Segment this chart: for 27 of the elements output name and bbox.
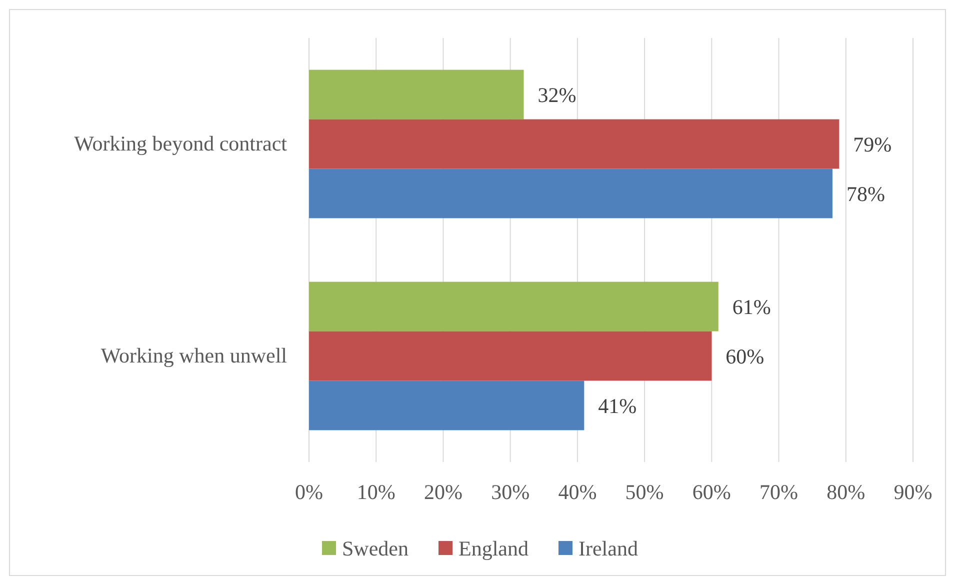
data-label: 61%: [732, 294, 771, 319]
data-label: 41%: [598, 394, 637, 418]
legend-label: England: [458, 536, 529, 560]
bar: [309, 168, 832, 218]
x-tick-label: 60%: [692, 480, 731, 504]
bar: [309, 70, 524, 120]
legend-label: Ireland: [578, 536, 638, 560]
x-tick-label: 30%: [491, 480, 530, 504]
data-label: 60%: [726, 344, 764, 368]
x-tick-label: 50%: [625, 480, 664, 504]
data-label: 79%: [853, 132, 892, 156]
x-tick-label: 20%: [424, 480, 462, 504]
legend-label: Sweden: [342, 536, 409, 560]
y-tick-label: Working beyond contract: [74, 132, 288, 156]
bar: [309, 119, 840, 169]
bar: [309, 282, 718, 332]
x-tick-label: 40%: [558, 480, 597, 504]
x-tick-label: 90%: [894, 480, 932, 504]
bar: [309, 331, 712, 381]
x-tick-label: 10%: [356, 480, 396, 504]
y-tick-label: Working when unwell: [100, 344, 288, 368]
x-tick-label: 70%: [760, 480, 798, 504]
bar: [309, 380, 584, 430]
data-label: 32%: [538, 82, 576, 107]
x-tick-label: 80%: [826, 480, 866, 504]
x-tick-label: 0%: [295, 480, 323, 504]
data-label: 78%: [846, 182, 885, 206]
